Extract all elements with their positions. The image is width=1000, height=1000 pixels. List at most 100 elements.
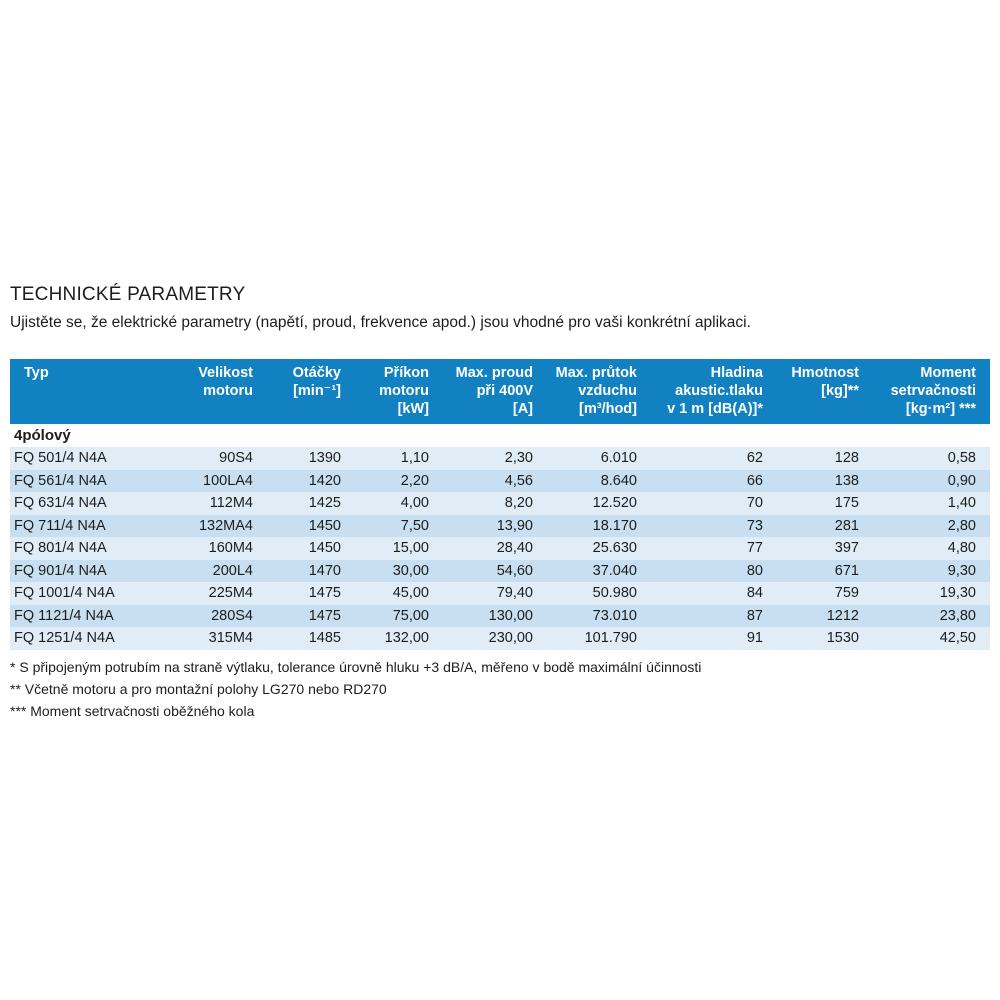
- cell-value: 397: [834, 540, 859, 556]
- cell-value: 101.790: [584, 630, 637, 646]
- col-header-typ: Typ: [10, 359, 175, 424]
- cell-value: 7,50: [400, 517, 429, 534]
- cell-value: 281: [834, 517, 859, 534]
- footnote-2: ** Včetně motoru a pro montažní polohy L…: [10, 680, 387, 697]
- cell-value: 73.010: [592, 607, 637, 624]
- cell-type: FQ 901/4 N4A: [14, 562, 107, 579]
- cell-value: 4,00: [400, 495, 429, 511]
- cell-type: FQ 1251/4 N4A: [14, 630, 115, 646]
- page-title: TECHNICKÉ PARAMETRY: [10, 284, 246, 305]
- table-row: FQ 501/4 N4A 90S4 1390 1,10 2,30 6.010 62 128 0,…: [10, 447, 990, 470]
- cell-value: 1470: [308, 562, 341, 579]
- cell-value: 1,10: [400, 450, 429, 466]
- cell-type: FQ 1001/4 N4A: [14, 585, 115, 601]
- cell-value: 73: [746, 517, 763, 534]
- cell-type: FQ 561/4 N4A: [14, 472, 107, 489]
- table-body: 4pólový FQ 501/4 N4A 90S4 1390 1,10 2,30 6.01…: [10, 424, 990, 650]
- section-row: 4pólový: [10, 424, 990, 447]
- cell-value: 1390: [308, 450, 341, 466]
- cell-value: 2,80: [947, 517, 976, 534]
- cell-value: 175: [834, 495, 859, 511]
- cell-value: 2,30: [504, 450, 533, 466]
- technical-parameters-table: Typ Velikost motoru Otáčky [min⁻¹] Příko…: [10, 359, 990, 650]
- cell-value: 1475: [308, 607, 341, 624]
- page-subtitle: Ujistěte se, že elektrické parametry (na…: [10, 314, 751, 331]
- cell-value: 100LA4: [203, 472, 253, 489]
- cell-type: FQ 801/4 N4A: [14, 540, 107, 556]
- cell-value: 2,20: [400, 472, 429, 489]
- table-row: FQ 1001/4 N4A 225M4 1475 45,00 79,40 50.980 84…: [10, 582, 990, 605]
- cell-value: 671: [834, 562, 859, 579]
- cell-value: 1212: [826, 607, 859, 624]
- table-header: Typ Velikost motoru Otáčky [min⁻¹] Příko…: [10, 359, 990, 424]
- cell-value: 9,30: [947, 562, 976, 579]
- cell-type: FQ 631/4 N4A: [14, 495, 107, 511]
- footnotes: * S připojeným potrubím na straně výtlak…: [10, 656, 990, 722]
- cell-value: 132MA4: [198, 517, 253, 534]
- cell-value: 315M4: [208, 630, 253, 646]
- cell-value: 128: [834, 450, 859, 466]
- cell-value: 50.980: [592, 585, 637, 601]
- cell-value: 13,90: [496, 517, 533, 534]
- cell-value: 37.040: [592, 562, 637, 579]
- cell-type: FQ 501/4 N4A: [14, 450, 107, 466]
- col-header-otacky: Otáčky [min⁻¹]: [267, 359, 355, 424]
- cell-value: 1420: [308, 472, 341, 489]
- cell-value: 23,80: [939, 607, 976, 624]
- cell-value: 91: [746, 630, 763, 646]
- table-row: FQ 901/4 N4A 200L4 1470 30,00 54,60 37.040 80 6…: [10, 559, 990, 582]
- cell-value: 1475: [308, 585, 341, 601]
- cell-value: 84: [746, 585, 763, 601]
- cell-value: 30,00: [392, 562, 429, 579]
- cell-value: 130,00: [488, 607, 533, 624]
- table-row: FQ 801/4 N4A 160M4 1450 15,00 28,40 25.630 77 3…: [10, 537, 990, 560]
- page: TECHNICKÉ PARAMETRY Ujistěte se, že elek…: [10, 284, 990, 722]
- cell-value: 132,00: [384, 630, 429, 646]
- cell-value: 4,80: [947, 540, 976, 556]
- cell-value: 66: [746, 472, 763, 489]
- cell-value: 8,20: [504, 495, 533, 511]
- cell-value: 87: [746, 607, 763, 624]
- cell-value: 80: [746, 562, 763, 579]
- cell-value: 8.640: [600, 472, 637, 489]
- cell-value: 77: [746, 540, 763, 556]
- cell-value: 1425: [308, 495, 341, 511]
- cell-type: FQ 711/4 N4A: [14, 517, 106, 534]
- col-header-max-prutok: Max. průtok vzduchu [m³/hod]: [547, 359, 651, 424]
- cell-value: 4,56: [504, 472, 533, 489]
- cell-value: 79,40: [496, 585, 533, 601]
- cell-value: 90S4: [219, 450, 253, 466]
- footnote-3: *** Moment setrvačnosti oběžného kola: [10, 702, 255, 719]
- cell-value: 1485: [308, 630, 341, 646]
- cell-value: 160M4: [208, 540, 253, 556]
- cell-value: 19,30: [939, 585, 976, 601]
- col-header-max-proud: Max. proud při 400V [A]: [443, 359, 547, 424]
- cell-value: 25.630: [592, 540, 637, 556]
- cell-value: 42,50: [939, 630, 976, 646]
- cell-value: 225M4: [208, 585, 253, 601]
- cell-value: 1450: [308, 517, 341, 534]
- cell-value: 15,00: [392, 540, 429, 556]
- cell-value: 1450: [308, 540, 341, 556]
- cell-value: 280S4: [211, 607, 253, 624]
- table-row: FQ 1121/4 N4A 280S4 1475 75,00 130,00 73.010 8…: [10, 604, 990, 627]
- cell-value: 70: [746, 495, 763, 511]
- table-row: FQ 1251/4 N4A 315M4 1485 132,00 230,00 101.79…: [10, 627, 990, 650]
- header-row: Typ Velikost motoru Otáčky [min⁻¹] Příko…: [10, 359, 990, 424]
- cell-type: FQ 1121/4 N4A: [14, 607, 114, 624]
- table-row: FQ 711/4 N4A 132MA4 1450 7,50 13,90 18.170 73 2…: [10, 514, 990, 537]
- cell-value: 45,00: [392, 585, 429, 601]
- cell-value: 28,40: [496, 540, 533, 556]
- cell-value: 0,90: [947, 472, 976, 489]
- col-header-prikon-motoru: Příkon motoru [kW]: [355, 359, 443, 424]
- col-header-hladina-tlaku: Hladina akustic.tlaku v 1 m [dB(A)]*: [651, 359, 777, 424]
- cell-value: 1530: [826, 630, 859, 646]
- col-header-velikost-motoru: Velikost motoru: [175, 359, 267, 424]
- col-header-moment: Moment setrvačnosti [kg·m²] ***: [873, 359, 990, 424]
- footnote-1: * S připojeným potrubím na straně výtlak…: [10, 658, 702, 675]
- cell-value: 18.170: [592, 517, 637, 534]
- cell-value: 75,00: [392, 607, 429, 624]
- cell-value: 0,58: [947, 450, 976, 466]
- cell-value: 112M4: [209, 495, 253, 511]
- cell-value: 1,40: [947, 495, 976, 511]
